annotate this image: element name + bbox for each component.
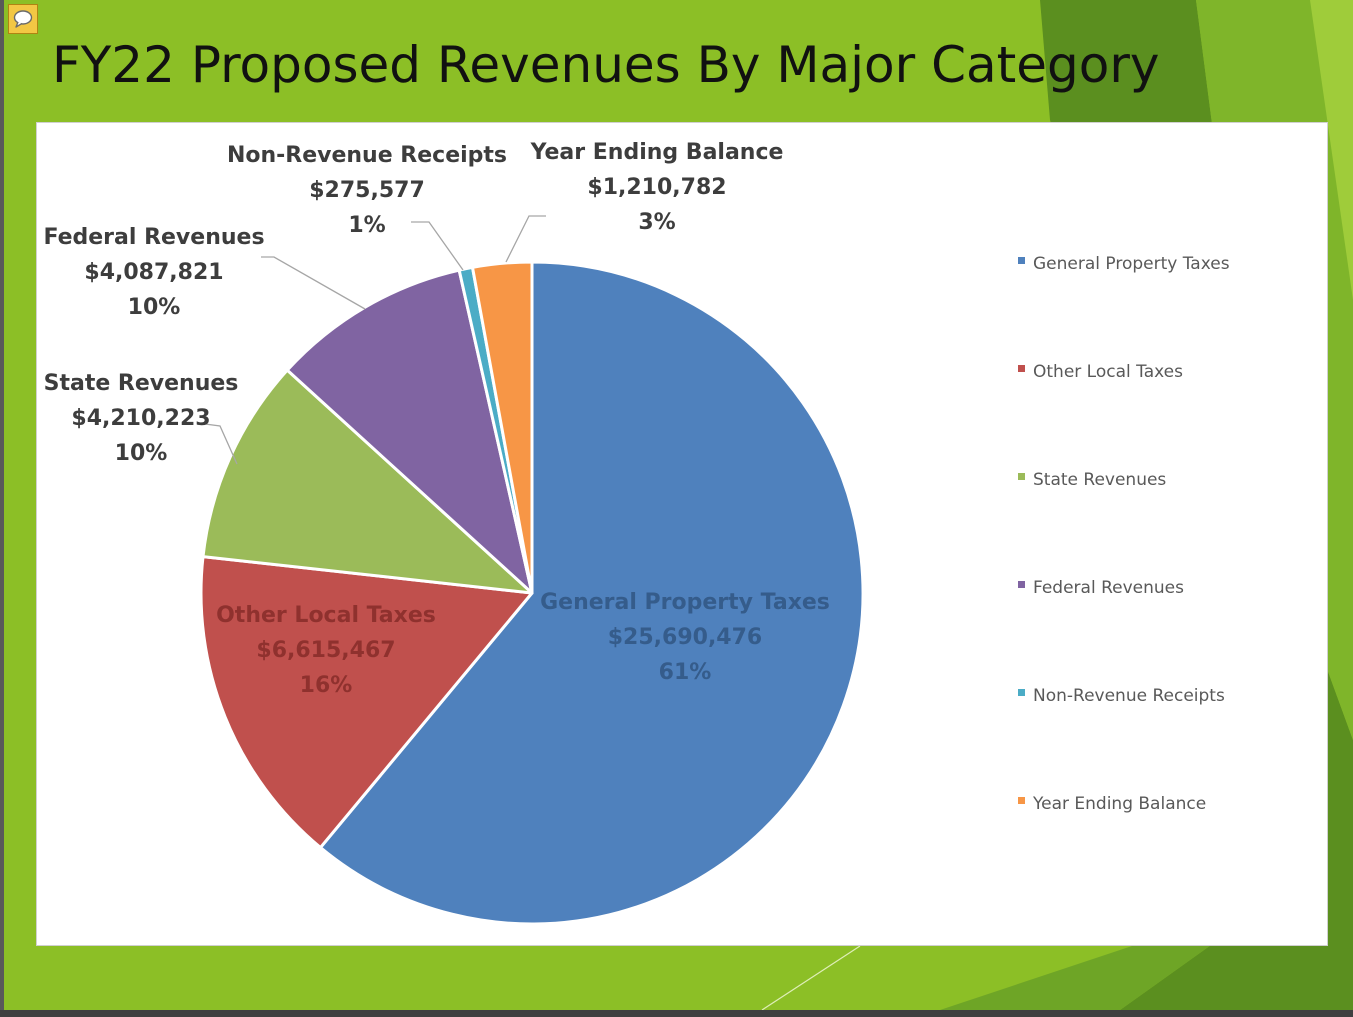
data-label-amount-non-revenue-receipts: $275,577 xyxy=(309,178,425,203)
legend-swatch-federal-revenues xyxy=(1018,581,1025,588)
data-label-percent-other-local-taxes: 16% xyxy=(300,673,353,698)
legend-label-state-revenues: State Revenues xyxy=(1033,470,1166,490)
data-label-name-year-ending-balance: Year Ending Balance xyxy=(530,140,784,165)
slide-left-rule xyxy=(0,0,4,1017)
data-label-percent-non-revenue-receipts: 1% xyxy=(348,213,385,238)
leader-line-state-revenues xyxy=(204,423,238,465)
speech-bubble-icon[interactable] xyxy=(8,4,38,34)
data-label-amount-state-revenues: $4,210,223 xyxy=(71,406,210,431)
legend-swatch-general-property-taxes xyxy=(1018,257,1025,264)
decor-thin-line xyxy=(761,945,861,1011)
legend-swatch-year-ending-balance xyxy=(1018,797,1025,804)
decor-bottom-band xyxy=(940,930,1232,1010)
pie-slice-other-local-taxes xyxy=(199,555,534,850)
leader-line-year-ending-balance xyxy=(505,215,546,263)
leader-line-non-revenue-receipts xyxy=(411,221,464,271)
data-label-amount-other-local-taxes: $6,615,467 xyxy=(256,638,395,663)
legend-label-non-revenue-receipts: Non-Revenue Receipts xyxy=(1033,686,1225,706)
legend-swatch-non-revenue-receipts xyxy=(1018,689,1025,696)
legend-label-general-property-taxes: General Property Taxes xyxy=(1033,254,1230,274)
data-label-name-non-revenue-receipts: Non-Revenue Receipts xyxy=(227,143,507,168)
data-label-name-federal-revenues: Federal Revenues xyxy=(43,225,264,250)
pie-slice-year-ending-balance xyxy=(471,260,534,595)
legend-swatch-other-local-taxes xyxy=(1018,365,1025,372)
pie-chart: General Property Taxes $25,690,476 61% Othe… xyxy=(43,140,1230,926)
pie-slice-state-revenues xyxy=(201,368,534,595)
legend-swatch-state-revenues xyxy=(1018,473,1025,480)
chart-panel: General Property Taxes $25,690,476 61% Othe… xyxy=(36,122,1328,946)
data-label-name-state-revenues: State Revenues xyxy=(44,371,239,396)
decor-light-band xyxy=(1310,0,1353,300)
data-label-amount-general-property-taxes: $25,690,476 xyxy=(608,625,762,650)
data-label-name-general-property-taxes: General Property Taxes xyxy=(540,590,830,615)
slide-title: FY22 Proposed Revenues By Major Category xyxy=(52,36,1160,94)
data-label-percent-federal-revenues: 10% xyxy=(128,295,181,320)
data-label-percent-general-property-taxes: 61% xyxy=(659,660,712,685)
data-label-amount-year-ending-balance: $1,210,782 xyxy=(587,175,726,200)
pie-slice-general-property-taxes xyxy=(318,260,865,926)
pie-slice-federal-revenues xyxy=(285,268,534,595)
data-label-percent-state-revenues: 10% xyxy=(115,441,168,466)
slide-bottom-rule xyxy=(0,1010,1353,1017)
legend-label-other-local-taxes: Other Local Taxes xyxy=(1033,362,1183,382)
data-label-percent-year-ending-balance: 3% xyxy=(638,210,675,235)
leader-line-federal-revenues xyxy=(261,256,366,310)
data-label-amount-federal-revenues: $4,087,821 xyxy=(84,260,223,285)
legend-label-federal-revenues: Federal Revenues xyxy=(1033,578,1184,598)
legend-label-year-ending-balance: Year Ending Balance xyxy=(1032,794,1206,814)
data-label-name-other-local-taxes: Other Local Taxes xyxy=(216,603,436,628)
